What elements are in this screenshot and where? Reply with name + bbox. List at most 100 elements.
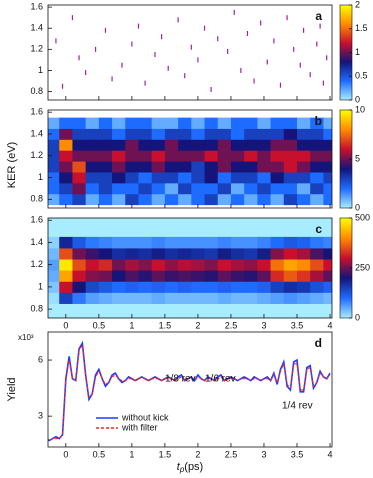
heat-cell: [191, 193, 205, 206]
heat-cell: [72, 281, 87, 293]
heat-cell: [125, 128, 139, 140]
heat-cell: [85, 270, 100, 282]
heat-cell: [48, 117, 60, 129]
heat-cell: [257, 236, 271, 249]
heat-cell: [59, 139, 73, 151]
heat-cell: [164, 117, 179, 129]
heat-cell: [296, 161, 311, 173]
heat-cell: [270, 128, 285, 140]
heat-cell: [244, 172, 258, 184]
heat-cell: [164, 193, 179, 206]
heat-cell: [310, 161, 324, 173]
heat-cell: [296, 150, 311, 162]
heat-cell: [178, 161, 192, 173]
heat-cell: [244, 281, 258, 293]
y-tick-label: 1.4: [30, 237, 43, 247]
heat-cell: [296, 172, 311, 184]
y-tick-label: 1.2: [30, 150, 43, 160]
x-axis-label-sub: p: [179, 465, 185, 474]
x-tick-label: 0.5: [93, 320, 106, 330]
heat-cell: [191, 248, 205, 260]
plot-bg: [48, 5, 332, 100]
heat-cell: [244, 292, 258, 304]
heat-cell: [72, 259, 87, 271]
axis-multiplier: x10³: [18, 333, 34, 342]
heat-cell: [323, 193, 332, 206]
heat-cell: [323, 281, 332, 293]
heat-cell: [98, 248, 113, 260]
heat-cell: [178, 292, 192, 304]
heat-cell: [151, 236, 166, 249]
heat-cell: [178, 259, 192, 271]
heat-cell: [257, 182, 271, 195]
heat-cell: [48, 139, 60, 151]
heat-cell: [138, 182, 153, 195]
colorbar-tick-label: 0: [355, 312, 360, 322]
y-tick-label: 1.4: [30, 23, 43, 33]
heat-cell: [72, 193, 87, 206]
heat-cell: [230, 172, 245, 184]
heat-cell: [151, 172, 166, 184]
heat-cell: [48, 172, 60, 184]
panel-label: a: [315, 9, 322, 23]
heat-cell: [204, 248, 219, 260]
heat-cell: [138, 139, 153, 151]
series-line: [48, 343, 331, 442]
heat-cell: [323, 236, 332, 249]
heat-cell: [204, 161, 219, 173]
heat-cell: [151, 270, 166, 282]
y-tick-label: 1: [38, 65, 43, 75]
heat-cell: [270, 248, 285, 260]
heat-cell: [59, 259, 73, 271]
heat-cell: [138, 193, 153, 206]
heat-cell: [230, 117, 245, 129]
heat-cell: [244, 117, 258, 129]
heat-cell: [98, 259, 113, 271]
heat-cell: [310, 150, 324, 162]
heat-cell: [151, 182, 166, 195]
heat-cell: [85, 193, 100, 206]
heat-cell: [257, 270, 271, 282]
heat-cell: [59, 150, 73, 162]
heat-cell: [72, 182, 87, 195]
heat-cell: [178, 117, 192, 129]
heat-cell: [98, 270, 113, 282]
heat-cell: [112, 128, 126, 140]
x-tick-label: 1: [129, 320, 134, 330]
y-tick-label: 3: [38, 411, 43, 421]
heat-cell: [270, 139, 285, 151]
x-tick-label: 2: [195, 320, 200, 330]
legend-label: with filter: [121, 422, 158, 432]
y-tick-label: 1.6: [30, 1, 43, 11]
heat-cell: [296, 270, 311, 282]
plot-area: [55, 9, 328, 92]
heat-cell: [164, 182, 179, 195]
heat-cell: [270, 150, 285, 162]
heat-cell: [48, 193, 60, 206]
heat-cell: [230, 270, 245, 282]
heat-cell: [270, 259, 285, 271]
heat-cell: [283, 182, 298, 195]
heat-cell: [257, 161, 271, 173]
y-tick-label: 1.2: [30, 259, 43, 269]
heat-cell: [98, 236, 113, 249]
heat-cell: [112, 248, 126, 260]
colorbar-tick-label: 250: [355, 262, 370, 272]
heat-cell: [270, 117, 285, 129]
y-tick-label: 6: [38, 354, 43, 364]
heat-cell: [244, 150, 258, 162]
colorbar-tick-label: 0: [355, 202, 360, 212]
heat-cell: [72, 172, 87, 184]
heat-cell: [112, 281, 126, 293]
heat-cell: [230, 259, 245, 271]
heat-cell: [59, 248, 73, 260]
x-tick-label: 0: [63, 449, 68, 459]
heat-cell: [323, 259, 332, 271]
heat-cell: [230, 139, 245, 151]
heat-cell: [125, 150, 139, 162]
heat-cell: [138, 248, 153, 260]
y-tick-label: 1.4: [30, 128, 43, 138]
heat-cell: [257, 139, 271, 151]
colorbar-tick-label: 2: [355, 0, 360, 9]
y-tick-label: 1.2: [30, 44, 43, 54]
